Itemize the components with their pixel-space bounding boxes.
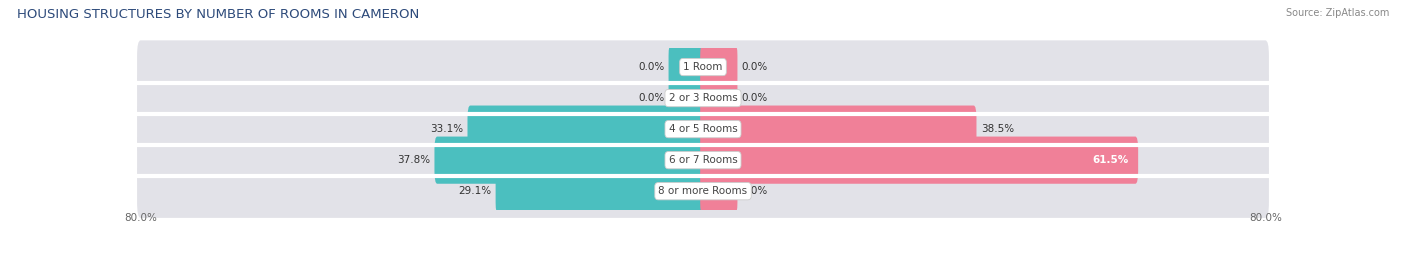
FancyBboxPatch shape	[138, 102, 1268, 156]
Text: 0.0%: 0.0%	[742, 93, 768, 103]
Text: 0.0%: 0.0%	[742, 186, 768, 196]
FancyBboxPatch shape	[700, 168, 738, 215]
FancyBboxPatch shape	[138, 133, 1268, 187]
FancyBboxPatch shape	[138, 71, 1268, 125]
FancyBboxPatch shape	[138, 40, 1268, 94]
Text: Source: ZipAtlas.com: Source: ZipAtlas.com	[1285, 8, 1389, 18]
FancyBboxPatch shape	[700, 75, 738, 122]
FancyBboxPatch shape	[669, 75, 706, 122]
Text: 8 or more Rooms: 8 or more Rooms	[658, 186, 748, 196]
Text: 4 or 5 Rooms: 4 or 5 Rooms	[669, 124, 737, 134]
FancyBboxPatch shape	[700, 44, 738, 91]
Text: 38.5%: 38.5%	[981, 124, 1014, 134]
FancyBboxPatch shape	[496, 168, 706, 215]
FancyBboxPatch shape	[700, 105, 976, 153]
Text: 37.8%: 37.8%	[396, 155, 430, 165]
FancyBboxPatch shape	[138, 165, 1268, 218]
Text: 2 or 3 Rooms: 2 or 3 Rooms	[669, 93, 737, 103]
FancyBboxPatch shape	[434, 137, 706, 184]
Text: 61.5%: 61.5%	[1092, 155, 1129, 165]
FancyBboxPatch shape	[467, 105, 706, 153]
FancyBboxPatch shape	[700, 137, 1139, 184]
Text: 33.1%: 33.1%	[430, 124, 464, 134]
Text: 0.0%: 0.0%	[742, 62, 768, 72]
FancyBboxPatch shape	[669, 44, 706, 91]
Text: 6 or 7 Rooms: 6 or 7 Rooms	[669, 155, 737, 165]
Text: HOUSING STRUCTURES BY NUMBER OF ROOMS IN CAMERON: HOUSING STRUCTURES BY NUMBER OF ROOMS IN…	[17, 8, 419, 21]
Text: 0.0%: 0.0%	[638, 62, 665, 72]
Text: 1 Room: 1 Room	[683, 62, 723, 72]
Text: 0.0%: 0.0%	[638, 93, 665, 103]
Text: 29.1%: 29.1%	[458, 186, 492, 196]
